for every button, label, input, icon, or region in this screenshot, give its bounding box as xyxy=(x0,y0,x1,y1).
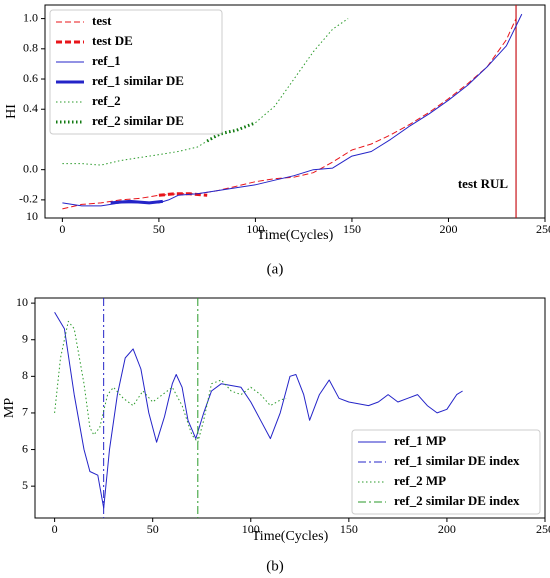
y-tick-label: 0.8 xyxy=(23,41,38,55)
legend-label: ref_2 xyxy=(92,93,121,108)
legend-box xyxy=(351,429,541,515)
chart-panel: 0 50 100 150 200 250 10 9 8 7 6 5 Time(Cycles) MP (b) r… xyxy=(2,295,550,575)
legend-label: ref_1 MP xyxy=(394,433,446,448)
y-tick-label: 8 xyxy=(22,368,28,382)
x-tick-label: 200 xyxy=(439,222,457,236)
y-axis-label: HI xyxy=(4,104,19,119)
series-line xyxy=(54,312,463,509)
x-tick-label: 250 xyxy=(536,522,550,536)
y-tick-label: 1.0 xyxy=(23,10,38,24)
y-tick-label: 7 xyxy=(22,405,28,419)
y-tick-label: 0.6 xyxy=(23,71,38,85)
legend-label: test xyxy=(92,13,112,28)
plot-frame xyxy=(34,297,546,519)
vertical-line-label: test RUL xyxy=(458,176,509,191)
caption: (b) xyxy=(266,558,284,574)
y-tick-label: 0.4 xyxy=(23,101,38,115)
series-line xyxy=(54,320,287,443)
caption: (a) xyxy=(267,261,284,277)
legend-label: ref_1 similar DE xyxy=(92,73,184,88)
axis-annotation: 10 xyxy=(26,209,38,223)
x-tick-label: 150 xyxy=(340,522,358,536)
x-tick-label: 150 xyxy=(343,222,361,236)
x-tick-label: 50 xyxy=(147,522,159,536)
x-axis-label: Time(Cycles) xyxy=(257,228,334,243)
x-tick-label: 50 xyxy=(153,222,165,236)
x-tick-label: 0 xyxy=(52,522,58,536)
x-tick-label: 100 xyxy=(242,522,260,536)
legend-label: ref_2 MP xyxy=(394,473,446,488)
y-tick-label: 6 xyxy=(22,441,28,455)
legend-label: ref_1 similar DE index xyxy=(394,453,520,468)
legend-label: ref_1 xyxy=(92,53,121,68)
series-line xyxy=(158,192,208,197)
x-tick-label: 100 xyxy=(246,222,264,236)
legend-label: test DE xyxy=(92,33,133,48)
x-axis-label: Time(Cycles) xyxy=(252,529,329,544)
series-line xyxy=(62,18,517,210)
legend-label: ref_2 similar DE xyxy=(92,113,184,128)
series-line xyxy=(110,199,163,205)
y-tick-label: 9 xyxy=(22,331,28,345)
legend-box xyxy=(49,9,223,135)
x-tick-label: 200 xyxy=(438,522,456,536)
y-tick-label: -0.2 xyxy=(19,192,38,206)
x-tick-label: 250 xyxy=(536,222,550,236)
y-tick-label: 10 xyxy=(16,295,28,309)
chart-panel: 0 50 100 150 200 250 1.0 0.8 0.6 0.4 0.0 -0.2 10 Time… xyxy=(4,4,550,277)
y-axis-label: MP xyxy=(2,398,17,418)
y-tick-label: 0.0 xyxy=(23,161,38,175)
legend-label: ref_2 similar DE index xyxy=(394,493,520,508)
y-tick-label: 5 xyxy=(22,478,28,492)
x-tick-label: 0 xyxy=(59,222,65,236)
plot-frame xyxy=(44,4,546,219)
